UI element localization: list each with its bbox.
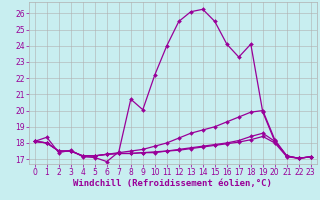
X-axis label: Windchill (Refroidissement éolien,°C): Windchill (Refroidissement éolien,°C)	[73, 179, 272, 188]
